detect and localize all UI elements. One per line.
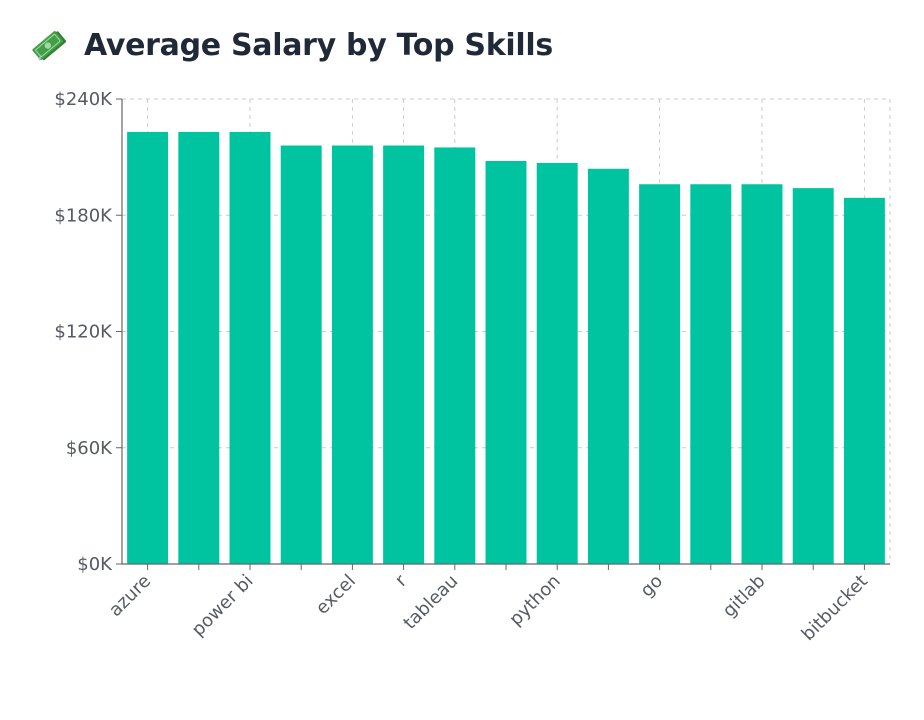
chart-title: Average Salary by Top Skills [84,27,553,63]
bar[interactable] [536,162,578,564]
y-tick-label: $0K [77,554,113,575]
bar[interactable] [383,145,425,565]
bar[interactable] [331,145,373,565]
y-tick-label: $180K [54,205,113,226]
x-tick-label: tableau [399,571,462,634]
bar[interactable] [792,188,834,564]
bar[interactable] [690,184,732,564]
y-tick-label: $120K [54,322,113,343]
x-tick-label: excel [312,571,360,619]
y-tick-label: $60K [66,438,113,459]
x-tick-label: r [391,570,412,591]
x-tick-label: gitlab [719,571,770,622]
bar[interactable] [127,131,169,564]
bar[interactable] [178,131,220,564]
y-tick-labels: $0K $60K $120K $180K $240K [54,89,113,575]
chart-header: Average Salary by Top Skills [30,20,553,70]
bar[interactable] [843,197,885,564]
x-tick-label: python [505,571,564,630]
y-tick-label: $240K [54,89,113,110]
bar[interactable] [639,184,681,564]
bar[interactable] [434,147,476,564]
bar[interactable] [229,131,271,564]
bar[interactable] [587,168,629,564]
x-tick-label: power bi [188,571,258,641]
x-tick-label: bitbucket [798,571,872,645]
bar[interactable] [280,145,322,565]
bar[interactable] [485,161,527,564]
money-bills-icon [32,31,67,61]
axes [116,98,890,570]
x-tick-label: azure [105,571,155,621]
bar[interactable] [741,184,783,564]
x-tick-label: go [636,571,667,602]
bars [127,131,885,565]
